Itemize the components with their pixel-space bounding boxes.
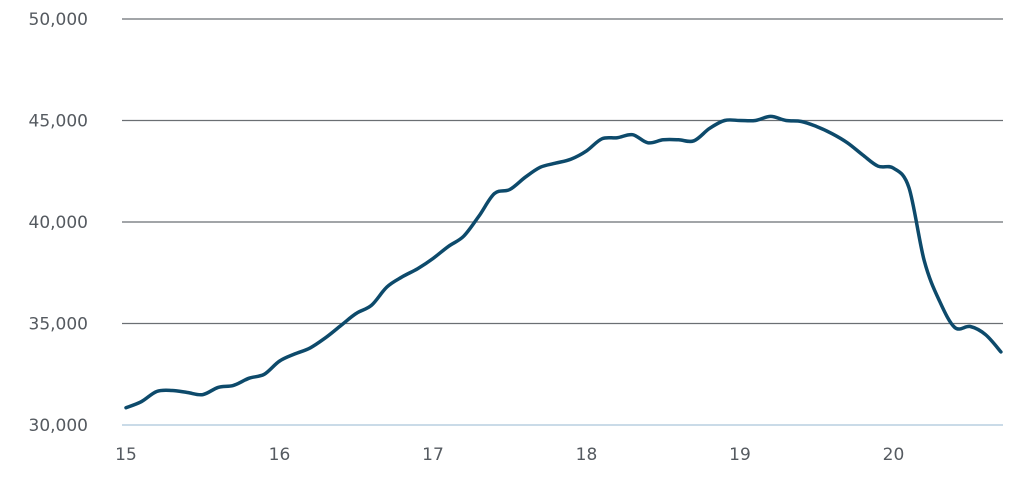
x-tick-label: 16 xyxy=(269,445,291,465)
y-tick-label: 45,000 xyxy=(29,112,88,132)
x-tick-label: 15 xyxy=(115,445,137,465)
series-layer xyxy=(124,114,1003,410)
y-tick-label: 30,000 xyxy=(29,416,88,436)
x-tick-label: 19 xyxy=(729,445,751,465)
x-tick-label: 17 xyxy=(422,445,444,465)
y-axis-ticks: 30,000 35,000 40,000 45,000 50,000 xyxy=(29,10,88,436)
grid-lines xyxy=(122,18,1003,426)
y-tick-label: 35,000 xyxy=(29,315,88,335)
x-tick-label: 20 xyxy=(883,445,905,465)
x-axis-ticks: 15 16 17 18 19 20 xyxy=(115,445,904,465)
y-tick-label: 40,000 xyxy=(29,213,88,233)
x-tick-label: 18 xyxy=(576,445,598,465)
series-line xyxy=(124,114,1003,410)
y-tick-label: 50,000 xyxy=(29,10,88,30)
